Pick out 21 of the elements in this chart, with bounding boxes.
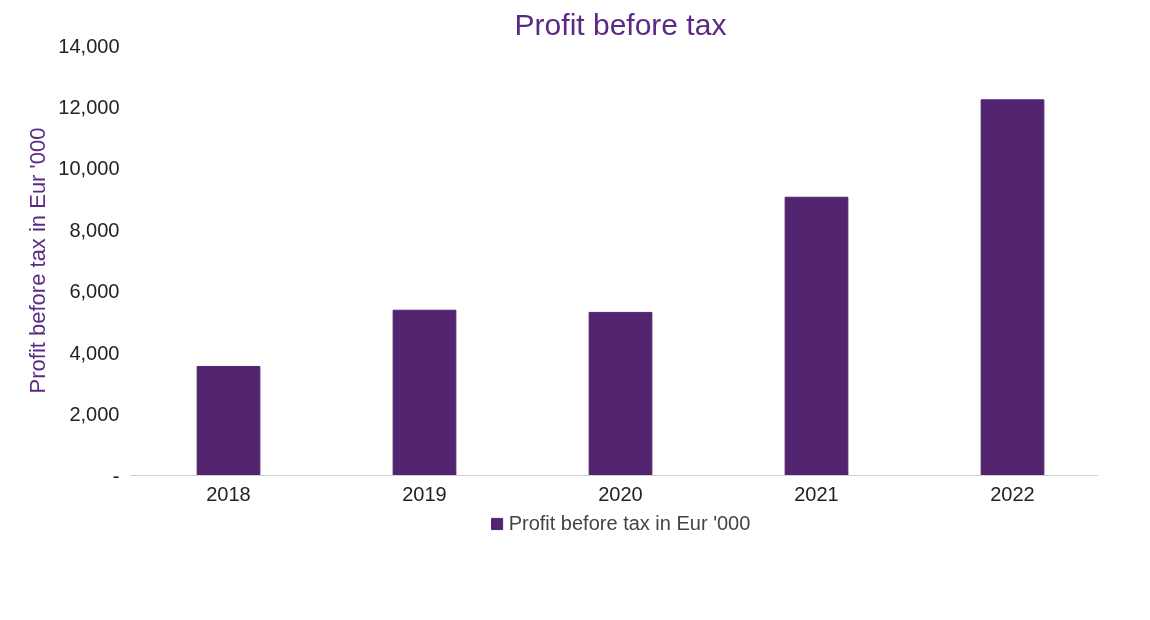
chart-title: Profit before tax bbox=[514, 7, 727, 41]
y-tick-label: 2,000 bbox=[69, 403, 120, 426]
x-tick-label: 2020 bbox=[598, 482, 643, 505]
legend-label: Profit before tax in Eur '000 bbox=[508, 511, 751, 535]
y-tick-label: 12,000 bbox=[58, 95, 120, 118]
bar bbox=[980, 99, 1045, 476]
y-tick-label: 6,000 bbox=[69, 280, 120, 303]
x-tick-label: 2019 bbox=[402, 482, 447, 505]
y-tick-label: 8,000 bbox=[69, 218, 120, 241]
bar bbox=[588, 311, 653, 476]
bar bbox=[392, 309, 457, 476]
y-tick-label: 10,000 bbox=[58, 157, 120, 180]
x-tick-label: 2021 bbox=[794, 482, 839, 505]
y-tick-label: 4,000 bbox=[69, 341, 120, 364]
x-tick-label: 2018 bbox=[206, 482, 251, 505]
x-tick-label: 2022 bbox=[990, 482, 1035, 505]
y-axis-title: Profit before tax in Eur '000 bbox=[25, 127, 51, 394]
bar bbox=[196, 365, 261, 476]
y-tick-label: - bbox=[112, 464, 120, 487]
y-tick-label: 14,000 bbox=[58, 34, 120, 57]
bar bbox=[784, 196, 849, 476]
